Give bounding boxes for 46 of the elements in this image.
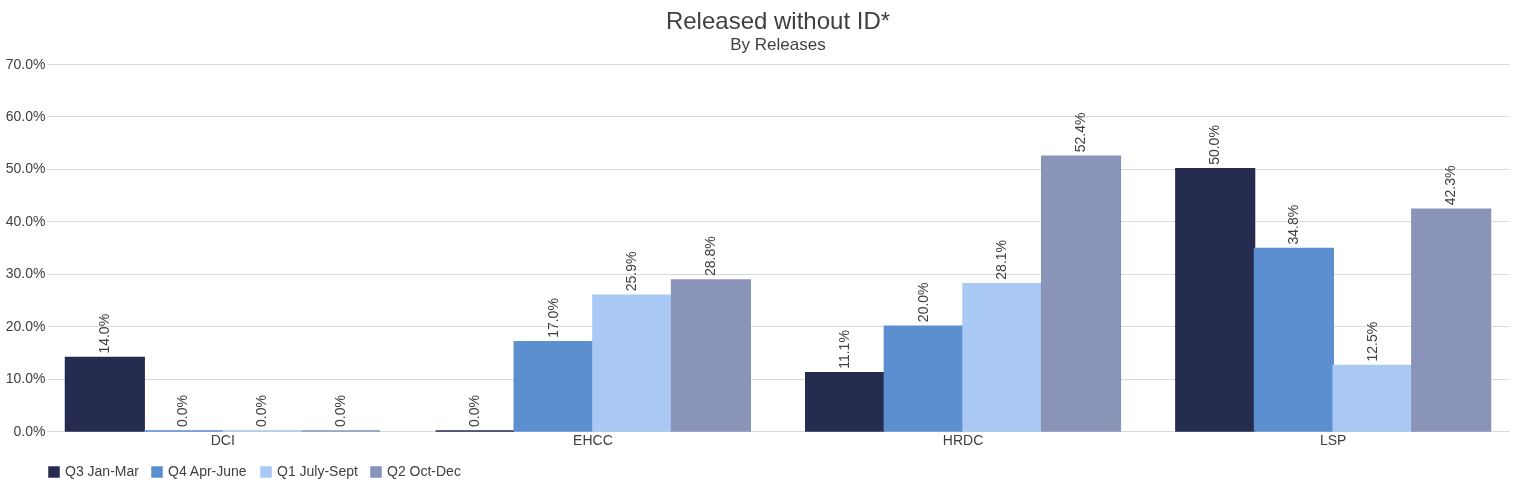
data-label: 0.0% [174,395,191,427]
data-label: 20.0% [914,282,931,323]
y-tick-label: 60.0% [5,107,46,124]
bar [1040,155,1122,432]
data-label: 28.8% [701,236,718,277]
data-label: 25.9% [623,251,640,292]
data-label: 28.1% [993,239,1010,280]
y-tick-label: 70.0% [5,55,46,72]
data-label: 0.0% [465,395,482,427]
data-label: 14.0% [95,313,112,354]
data-label: 11.1% [836,330,853,369]
bar [1411,208,1492,432]
bar [1175,168,1256,432]
data-label: 0.0% [253,395,270,427]
bar [962,282,1043,432]
bar [1253,247,1334,432]
bar [805,372,886,432]
x-tick-label: LSP [1319,431,1347,448]
bar [1332,364,1413,432]
y-tick-label: 50.0% [5,160,46,177]
x-tick-label: DCI [210,431,235,448]
data-label: 50.0% [1206,125,1223,165]
data-label: 52.4% [1072,112,1089,153]
bar [513,341,594,432]
bar [670,279,751,432]
data-label: 0.0% [331,395,348,427]
y-tick-label: 20.0% [5,317,46,334]
y-tick-label: 30.0% [5,265,46,282]
bar [592,294,673,432]
y-tick-label: 40.0% [5,212,46,229]
data-label: 34.8% [1284,204,1301,245]
y-tick-label: 0.0% [13,422,46,439]
data-label: 17.0% [544,298,561,338]
data-label: 12.5% [1363,321,1380,362]
legend-label: Q3 Jan-Mar [65,463,140,479]
y-tick-label: 10.0% [5,370,46,387]
chart-title: Released without ID* [665,7,891,34]
legend-label: Q4 Apr-June [168,463,247,479]
x-tick-label: EHCC [573,431,613,448]
chart-subtitle: By Releases [730,35,826,54]
data-label: 42.3% [1442,165,1459,206]
legend-label: Q2 Oct-Dec [387,463,461,479]
legend-label: Q1 July-Sept [277,463,359,479]
bar [64,356,145,432]
x-tick-label: HRDC [942,431,984,448]
bar [883,325,964,432]
